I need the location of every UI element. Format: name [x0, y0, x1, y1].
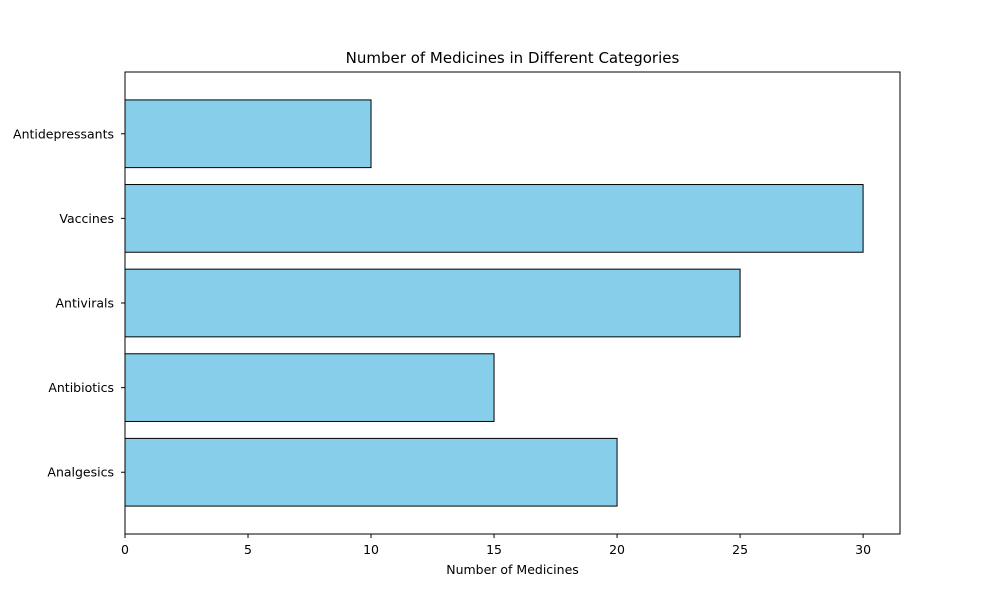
- x-tick-label: 10: [363, 542, 379, 557]
- bar-antidepressants: [124, 99, 372, 169]
- bars-group: [124, 99, 864, 507]
- y-tick-label: Vaccines: [59, 211, 114, 226]
- x-tick-label: 15: [486, 542, 502, 557]
- x-tick-label: 25: [732, 542, 748, 557]
- bar-analgesics: [124, 437, 618, 507]
- y-axis-ticks: Analgesics Antibiotics Antivirals Vaccines A…: [13, 126, 125, 480]
- x-tick-label: 0: [121, 542, 129, 557]
- chart-title: Number of Medicines in Different Categor…: [346, 49, 680, 67]
- x-tick-label: 20: [609, 542, 625, 557]
- bar-antivirals: [124, 268, 741, 338]
- x-tick-label: 5: [244, 542, 252, 557]
- bar-vaccines: [124, 184, 864, 253]
- bar-antibiotics: [124, 353, 495, 422]
- x-axis-ticks: 0 5 10 15 20 25 30: [121, 534, 871, 557]
- x-axis-label: Number of Medicines: [446, 562, 579, 577]
- y-tick-label: Antidepressants: [13, 126, 114, 141]
- y-tick-label: Antibiotics: [48, 380, 114, 395]
- x-tick-label: 30: [855, 542, 871, 557]
- y-tick-label: Antivirals: [55, 296, 114, 311]
- y-tick-label: Analgesics: [47, 465, 114, 480]
